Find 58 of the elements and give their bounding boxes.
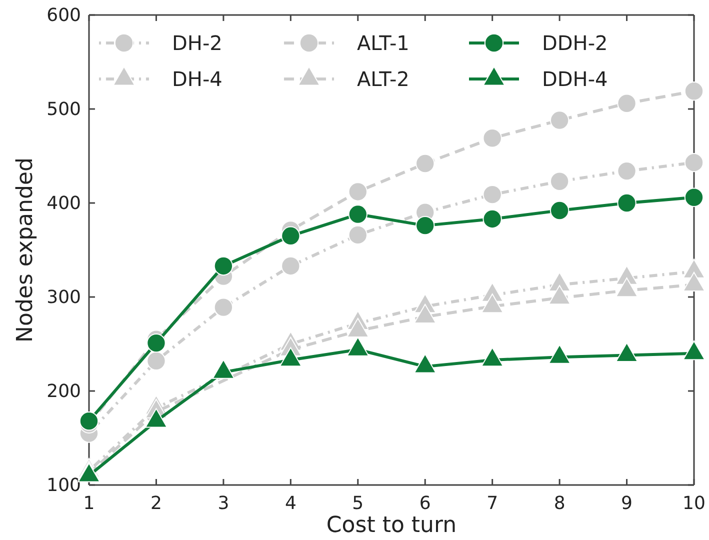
point [346, 336, 370, 356]
point [416, 216, 435, 236]
point [414, 304, 436, 324]
point [481, 347, 504, 367]
x-tick-label: 9 [621, 493, 633, 514]
legend-label: ALT-1 [357, 31, 410, 55]
point [482, 184, 502, 204]
x-tick-label: 4 [284, 493, 296, 514]
legend-label: DDH-4 [542, 67, 608, 91]
y-axis-title: Nodes expanded [13, 158, 38, 342]
point [550, 200, 570, 220]
legend-label: DDH-2 [542, 31, 608, 55]
point [684, 188, 704, 207]
legend-label: ALT-2 [357, 67, 410, 91]
x-tick-label: 3 [218, 493, 230, 514]
y-tick-label: 100 [46, 474, 81, 496]
x-tick-label: 8 [554, 493, 566, 514]
point [212, 359, 235, 379]
point [482, 209, 502, 229]
x-tick-label: 1 [83, 493, 95, 514]
y-tick-label: 500 [46, 98, 81, 120]
point [281, 226, 300, 246]
point [214, 256, 234, 276]
point [617, 161, 636, 181]
point [616, 342, 638, 362]
x-tick-label: 5 [352, 493, 364, 514]
point [616, 278, 638, 298]
point [348, 204, 368, 224]
point [548, 285, 571, 305]
x-tick-label: 7 [486, 493, 498, 514]
point [348, 182, 368, 202]
point [550, 110, 570, 130]
legend-label: DH-2 [172, 31, 222, 55]
point [481, 293, 504, 314]
point [346, 318, 370, 338]
x-tick-label: 10 [682, 493, 706, 514]
x-tick-label: 6 [419, 493, 431, 514]
point [144, 408, 168, 428]
y-tick-label: 300 [46, 286, 81, 308]
point [482, 128, 502, 148]
point [684, 153, 704, 172]
point [414, 354, 436, 374]
point [682, 340, 706, 360]
point [416, 154, 435, 174]
y-tick-label: 200 [46, 380, 81, 402]
y-tick-label: 600 [46, 4, 81, 26]
point [617, 193, 636, 213]
x-tick-label: 2 [150, 493, 162, 514]
point [684, 82, 704, 101]
point [348, 225, 368, 245]
point [548, 344, 571, 364]
y-tick-label: 400 [46, 192, 81, 214]
legend-label: DH-4 [172, 67, 222, 91]
x-axis-title: Cost to turn [326, 513, 457, 538]
point [279, 347, 302, 367]
point [281, 256, 300, 276]
point [617, 94, 636, 113]
point [550, 172, 570, 191]
